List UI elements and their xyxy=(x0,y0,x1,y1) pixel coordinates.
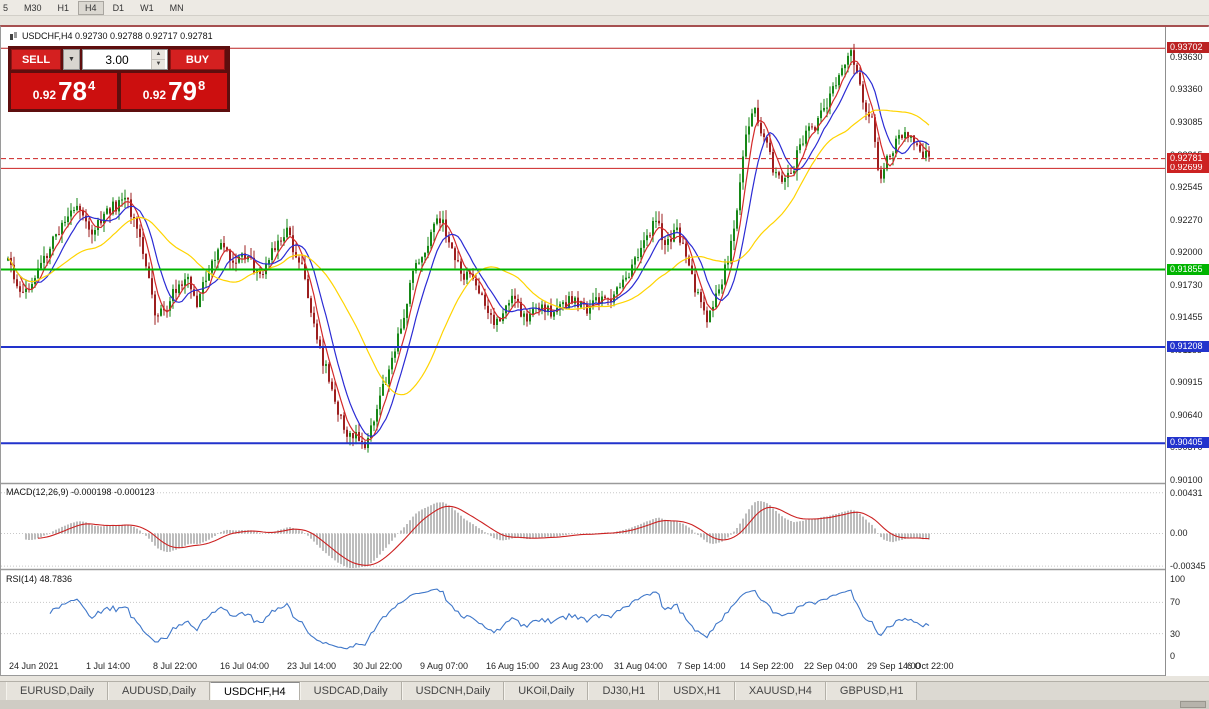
chevron-down-icon: ▼ xyxy=(68,56,75,63)
chart-window: USDCHF,H4 0.92730 0.92788 0.92717 0.9278… xyxy=(0,25,1209,676)
sell-button[interactable]: SELL xyxy=(11,49,61,70)
buy-price-pips: 79 xyxy=(168,76,198,106)
chart-tab-usdx-h1[interactable]: USDX,H1 xyxy=(659,682,735,700)
axis-tick-label: 0.92000 xyxy=(1170,247,1203,258)
macd-indicator-label: MACD(12,26,9) -0.000198 -0.000123 xyxy=(6,487,155,497)
timeframe-button-w1[interactable]: W1 xyxy=(133,1,161,15)
timeframe-button-h4[interactable]: H4 xyxy=(78,0,104,15)
axis-tick-label: -0.00345 xyxy=(1170,561,1206,572)
time-axis-label: 31 Aug 04:00 xyxy=(614,661,668,671)
price-level-tag: 0.91208 xyxy=(1167,341,1209,353)
sell-price-base: 0.92 xyxy=(32,88,57,102)
axis-tick-label: 0.91455 xyxy=(1170,312,1203,323)
axis-tick-label: 0 xyxy=(1170,651,1176,661)
time-axis-label: 16 Jul 04:00 xyxy=(220,661,270,671)
axis-tick-label: 0.92545 xyxy=(1170,181,1203,192)
time-axis[interactable]: 24 Jun 2021 1 Jul 14:00 8 Jul 22:00 16 Jul … xyxy=(1,659,1165,674)
chart-tab-usdchf-h4[interactable]: USDCHF,H4 xyxy=(209,682,300,700)
lot-decrease-button[interactable]: ▼ xyxy=(152,59,165,69)
price-axis[interactable]: 0.936300.933600.930850.928150.925450.922… xyxy=(1165,27,1209,676)
buy-price-base: 0.92 xyxy=(142,88,167,102)
sell-price-display[interactable]: 0.92 78 4 xyxy=(11,73,117,109)
price-level-tag: 0.93702 xyxy=(1167,42,1209,54)
horizontal-scrollbar-thumb[interactable] xyxy=(1180,701,1206,708)
buy-price-point: 8 xyxy=(198,77,206,93)
time-axis-label: 9 Aug 07:00 xyxy=(420,661,469,671)
one-click-trading-panel: SELL ▼ ▲ ▼ BUY 0.92 78 4 0.92 79 8 xyxy=(8,46,230,112)
chart-title-text: USDCHF,H4 0.92730 0.92788 0.92717 0.9278… xyxy=(22,31,213,41)
axis-tick-label: 0.00431 xyxy=(1170,487,1203,498)
axis-tick-label: 0.90640 xyxy=(1170,410,1203,421)
price-chart-canvas[interactable] xyxy=(1,27,1165,658)
chart-tab-eurusd-daily[interactable]: EURUSD,Daily xyxy=(6,682,108,700)
timeframe-button-5[interactable]: 5 xyxy=(0,1,15,15)
axis-tick-label: 0.92270 xyxy=(1170,214,1203,225)
axis-tick-label: 0.00 xyxy=(1170,528,1188,539)
chart-tab-bar: EURUSD,Daily AUDUSD,Daily USDCHF,H4 USDCAD,… xyxy=(0,681,1209,700)
price-level-tag: 0.92699 xyxy=(1167,162,1209,174)
time-axis-label: 30 Jul 22:00 xyxy=(353,661,403,671)
time-axis-label: 1 Jul 14:00 xyxy=(86,661,131,671)
time-axis-label: 22 Sep 04:00 xyxy=(804,661,858,671)
timeframe-button-d1[interactable]: D1 xyxy=(106,1,132,15)
rsi-indicator-label: RSI(14) 48.7836 xyxy=(6,574,73,584)
time-axis-label: 14 Sep 22:00 xyxy=(740,661,794,671)
time-axis-label: 6 Oct 22:00 xyxy=(907,661,954,671)
chart-tab-usdcad-daily[interactable]: USDCAD,Daily xyxy=(299,682,402,700)
timeframe-button-mn[interactable]: MN xyxy=(163,1,191,15)
time-axis-label: 8 Jul 22:00 xyxy=(153,661,198,671)
axis-tick-label: 0.91730 xyxy=(1170,279,1203,290)
chart-tab-usdcnh-daily[interactable]: USDCNH,Daily xyxy=(401,682,505,700)
lot-size-field: ▲ ▼ xyxy=(82,49,168,70)
lot-dropdown-button[interactable]: ▼ xyxy=(63,49,80,70)
price-level-tag: 0.91855 xyxy=(1167,263,1209,275)
chart-tab-dj30-h1[interactable]: DJ30,H1 xyxy=(588,682,660,700)
candlestick-icon xyxy=(10,31,17,40)
axis-tick-label: 70 xyxy=(1170,597,1181,608)
lot-increase-button[interactable]: ▲ xyxy=(152,50,165,59)
timeframe-button-m30[interactable]: M30 xyxy=(17,1,49,15)
time-axis-label: 7 Sep 14:00 xyxy=(677,661,726,671)
time-axis-label: 23 Jul 14:00 xyxy=(287,661,337,671)
buy-button[interactable]: BUY xyxy=(170,49,225,70)
time-axis-label: 23 Aug 23:00 xyxy=(550,661,604,671)
time-axis-label: 29 Sep 14:00 xyxy=(867,661,921,671)
sell-price-pips: 78 xyxy=(58,76,88,106)
time-axis-label: 24 Jun 2021 xyxy=(9,661,59,671)
axis-tick-label: 0.93085 xyxy=(1170,117,1203,128)
axis-tick-label: 0.93360 xyxy=(1170,84,1203,95)
buy-price-display[interactable]: 0.92 79 8 xyxy=(121,73,227,109)
timeframe-button-h1[interactable]: H1 xyxy=(51,1,77,15)
chart-tab-gbpusd-h1[interactable]: GBPUSD,H1 xyxy=(825,682,918,700)
axis-tick-label: 0.93630 xyxy=(1170,51,1203,62)
timeframe-toolbar: 5 M30 H1 H4 D1 W1 MN xyxy=(0,0,1209,16)
lot-size-input[interactable] xyxy=(83,50,151,69)
time-axis-label: 16 Aug 15:00 xyxy=(486,661,540,671)
axis-tick-label: 0.90915 xyxy=(1170,377,1203,388)
axis-tick-label: 100 xyxy=(1170,574,1186,584)
chart-tab-ukoil-daily[interactable]: UKOil,Daily xyxy=(504,682,589,700)
lot-spinner: ▲ ▼ xyxy=(151,50,165,69)
chart-title: USDCHF,H4 0.92730 0.92788 0.92717 0.9278… xyxy=(9,31,213,41)
chart-tab-audusd-daily[interactable]: AUDUSD,Daily xyxy=(107,682,210,700)
axis-tick-label: 0.90100 xyxy=(1170,474,1203,485)
chart-tab-xauusd-h4[interactable]: XAUUSD,H4 xyxy=(734,682,826,700)
price-level-tag: 0.90405 xyxy=(1167,437,1209,449)
sell-price-point: 4 xyxy=(88,77,96,93)
axis-tick-label: 30 xyxy=(1170,628,1181,639)
price-level-tag: 0.92781 xyxy=(1167,152,1209,164)
window-bottom-strip xyxy=(0,700,1209,709)
